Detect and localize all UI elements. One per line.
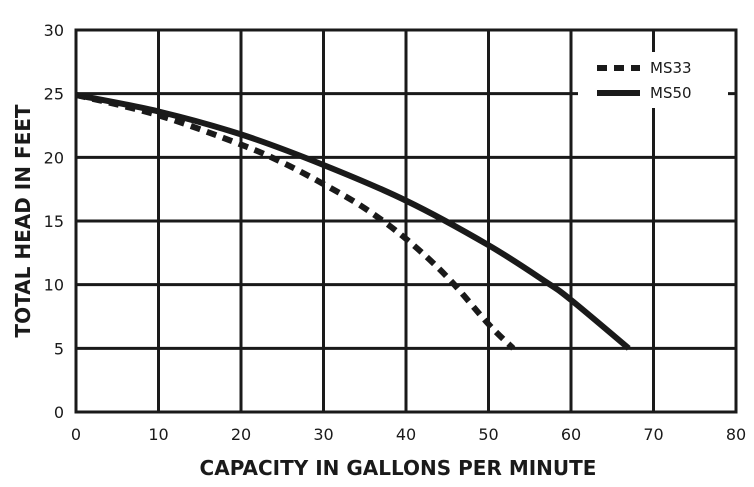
legend: MS33 MS50 — [597, 59, 692, 102]
series-layer — [75, 91, 631, 351]
plot-frame — [74, 28, 738, 414]
legend-label-ms33: MS33 — [650, 59, 692, 77]
series-line-ms33 — [75, 92, 516, 351]
x-tick-label: 50 — [478, 425, 498, 444]
y-axis-title: TOTAL HEAD IN FEET — [11, 104, 35, 337]
y-tick-label: 0 — [54, 403, 64, 422]
x-tick-label: 80 — [726, 425, 746, 444]
y-tick-label: 25 — [44, 85, 64, 104]
series-line-ms50 — [75, 91, 631, 351]
y-tick-label: 15 — [44, 212, 64, 231]
y-tick-label: 5 — [54, 339, 64, 358]
x-tick-label: 20 — [231, 425, 251, 444]
grid — [76, 30, 736, 412]
x-tick-label: 30 — [313, 425, 333, 444]
x-tick-label: 40 — [396, 425, 416, 444]
legend-label-ms50: MS50 — [650, 84, 692, 102]
x-tick-label: 60 — [561, 425, 581, 444]
y-tick-label: 30 — [44, 21, 64, 40]
x-tick-label: 10 — [148, 425, 168, 444]
y-tick-label: 20 — [44, 148, 64, 167]
y-tick-label: 10 — [44, 276, 64, 295]
legend-background — [578, 52, 728, 108]
y-axis-ticks: 0 5 10 15 20 25 30 — [44, 21, 64, 422]
x-axis-ticks: 0 10 20 30 40 50 60 70 80 — [71, 425, 746, 444]
x-axis-title: CAPACITY IN GALLONS PER MINUTE — [200, 456, 597, 480]
x-tick-label: 70 — [643, 425, 663, 444]
legend-box — [578, 52, 728, 108]
x-tick-label: 0 — [71, 425, 81, 444]
